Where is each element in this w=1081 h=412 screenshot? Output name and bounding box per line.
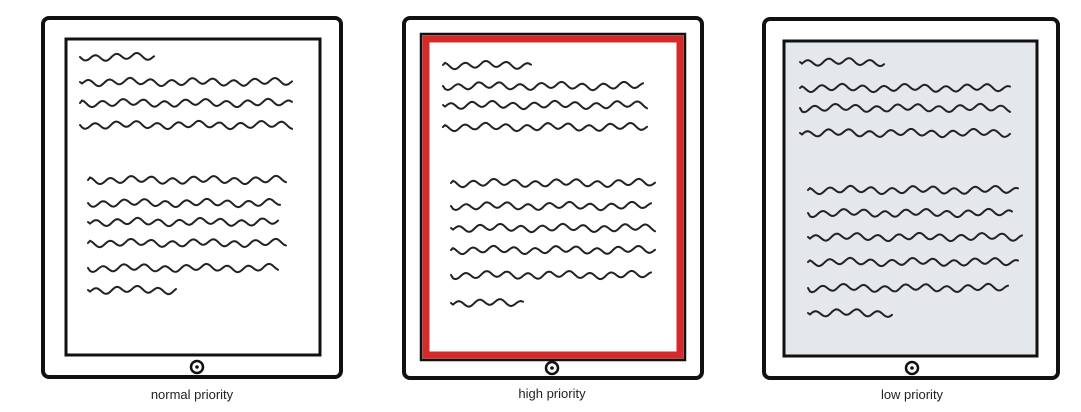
caption: low priority <box>881 387 944 402</box>
tablet-high: high priority <box>404 18 702 401</box>
tablet-screen <box>66 39 320 355</box>
home-button-dot <box>910 366 914 370</box>
illustration: normal priority high priority low priori… <box>0 0 1081 412</box>
tablet-low: low priority <box>764 19 1058 402</box>
caption: normal priority <box>151 387 234 402</box>
home-button-dot <box>195 365 199 369</box>
tablet-normal: normal priority <box>43 18 341 402</box>
caption: high priority <box>518 386 586 401</box>
home-button-dot <box>550 366 554 370</box>
